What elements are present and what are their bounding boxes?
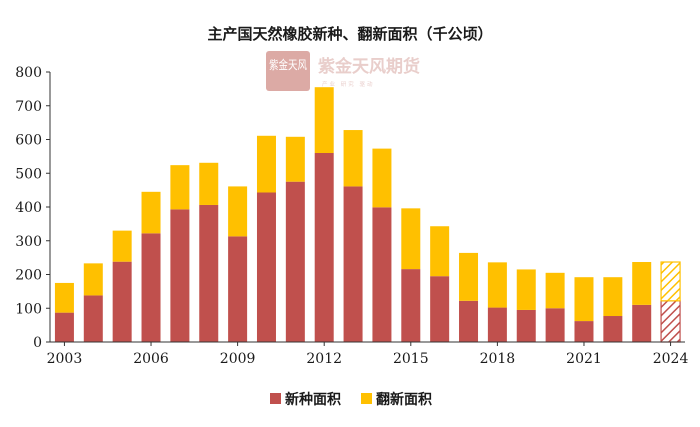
bar-new-planting-2014 [372,207,392,342]
bar-replanting-2013 [343,130,363,187]
x-tick-label: 2018 [480,351,516,367]
y-tick-label: 500 [15,166,42,182]
bar-replanting-2008 [199,162,219,205]
watermark-logo-box [266,51,310,91]
bar-new-planting-2015 [401,269,421,342]
y-axis: 0 100 200 300 400 500 600 700 800 [15,65,51,351]
bar-replanting-2006 [141,191,161,234]
bar-new-planting-2007 [170,209,190,342]
y-tick-label: 0 [33,335,42,351]
y-tick-label: 400 [15,200,42,216]
bar-new-planting-2016 [430,276,450,342]
bar-replanting-2012 [314,87,334,153]
bar-new-planting-2012 [314,153,334,342]
bar-replanting-2005 [112,230,132,262]
bar-new-planting-2013 [343,186,363,342]
bar-new-planting-2010 [256,192,276,342]
bar-replanting-2011 [285,136,305,182]
x-axis: 2003 2006 2009 2012 2015 2018 2021 2024 [47,341,689,367]
bar-replanting-2010 [256,135,276,193]
y-tick-label: 600 [15,133,42,149]
bar-new-planting-2006 [141,233,161,342]
legend-swatch-new-planting [270,393,281,404]
bar-replanting-2017 [459,252,479,301]
bar-replanting-2022 [603,277,623,317]
bar-replanting-2009 [228,186,248,237]
y-tick-label: 700 [15,99,42,115]
bar-replanting-2024 [660,261,681,302]
bar-new-planting-2022 [603,316,623,342]
x-tick-label: 2021 [566,351,602,367]
watermark-logo-text: 紫金天风 [269,57,307,72]
legend: 新种面积 翻新面积 [270,391,432,408]
bar-replanting-2007 [170,165,190,210]
x-tick-label: 2015 [393,351,429,367]
bar-replanting-2015 [401,208,421,270]
bar-new-planting-2017 [459,300,479,342]
bar-replanting-2014 [372,148,392,208]
bar-new-planting-2018 [487,307,507,342]
legend-label-replanting: 翻新面积 [376,391,432,408]
y-tick-label: 300 [15,234,42,250]
x-tick-label: 2009 [220,351,256,367]
bar-new-planting-2023 [632,304,652,342]
legend-swatch-replanting [361,393,372,404]
watermark-brand-name: 紫金天风期货 [318,56,420,77]
x-tick-label: 2003 [47,351,83,367]
y-tick-label: 800 [15,65,42,81]
bar-replanting-2019 [516,269,536,310]
y-tick-label: 100 [15,301,42,317]
bar-replanting-2021 [574,277,594,322]
x-tick-label: 2006 [133,351,169,367]
chart-title: 主产国天然橡胶新种、翻新面积（千公顷） [207,25,492,43]
bar-new-planting-2020 [545,308,565,342]
bar-new-planting-2024 [660,300,681,343]
bar-replanting-2020 [545,272,565,309]
x-tick-label: 2024 [653,351,689,367]
bars [54,87,681,343]
bar-replanting-2003 [54,282,74,313]
bar-new-planting-2009 [228,236,248,342]
x-tick-label: 2012 [306,351,342,367]
watermark: 紫金天风 紫金天风期货 产业 研究 驱动 [266,51,420,91]
bar-new-planting-2008 [199,204,219,342]
bar-replanting-2016 [430,226,450,277]
bar-replanting-2018 [487,262,507,308]
bar-replanting-2004 [83,263,103,296]
bar-replanting-2023 [632,262,652,305]
y-tick-label: 200 [15,268,42,284]
bar-new-planting-2021 [574,321,594,342]
bar-new-planting-2005 [112,261,132,342]
legend-label-new-planting: 新种面积 [285,391,341,408]
watermark-tagline: 产业 研究 驱动 [322,80,375,88]
bar-new-planting-2004 [83,295,103,342]
bar-new-planting-2019 [516,309,536,342]
bar-new-planting-2011 [285,181,305,342]
bar-new-planting-2003 [54,312,74,342]
